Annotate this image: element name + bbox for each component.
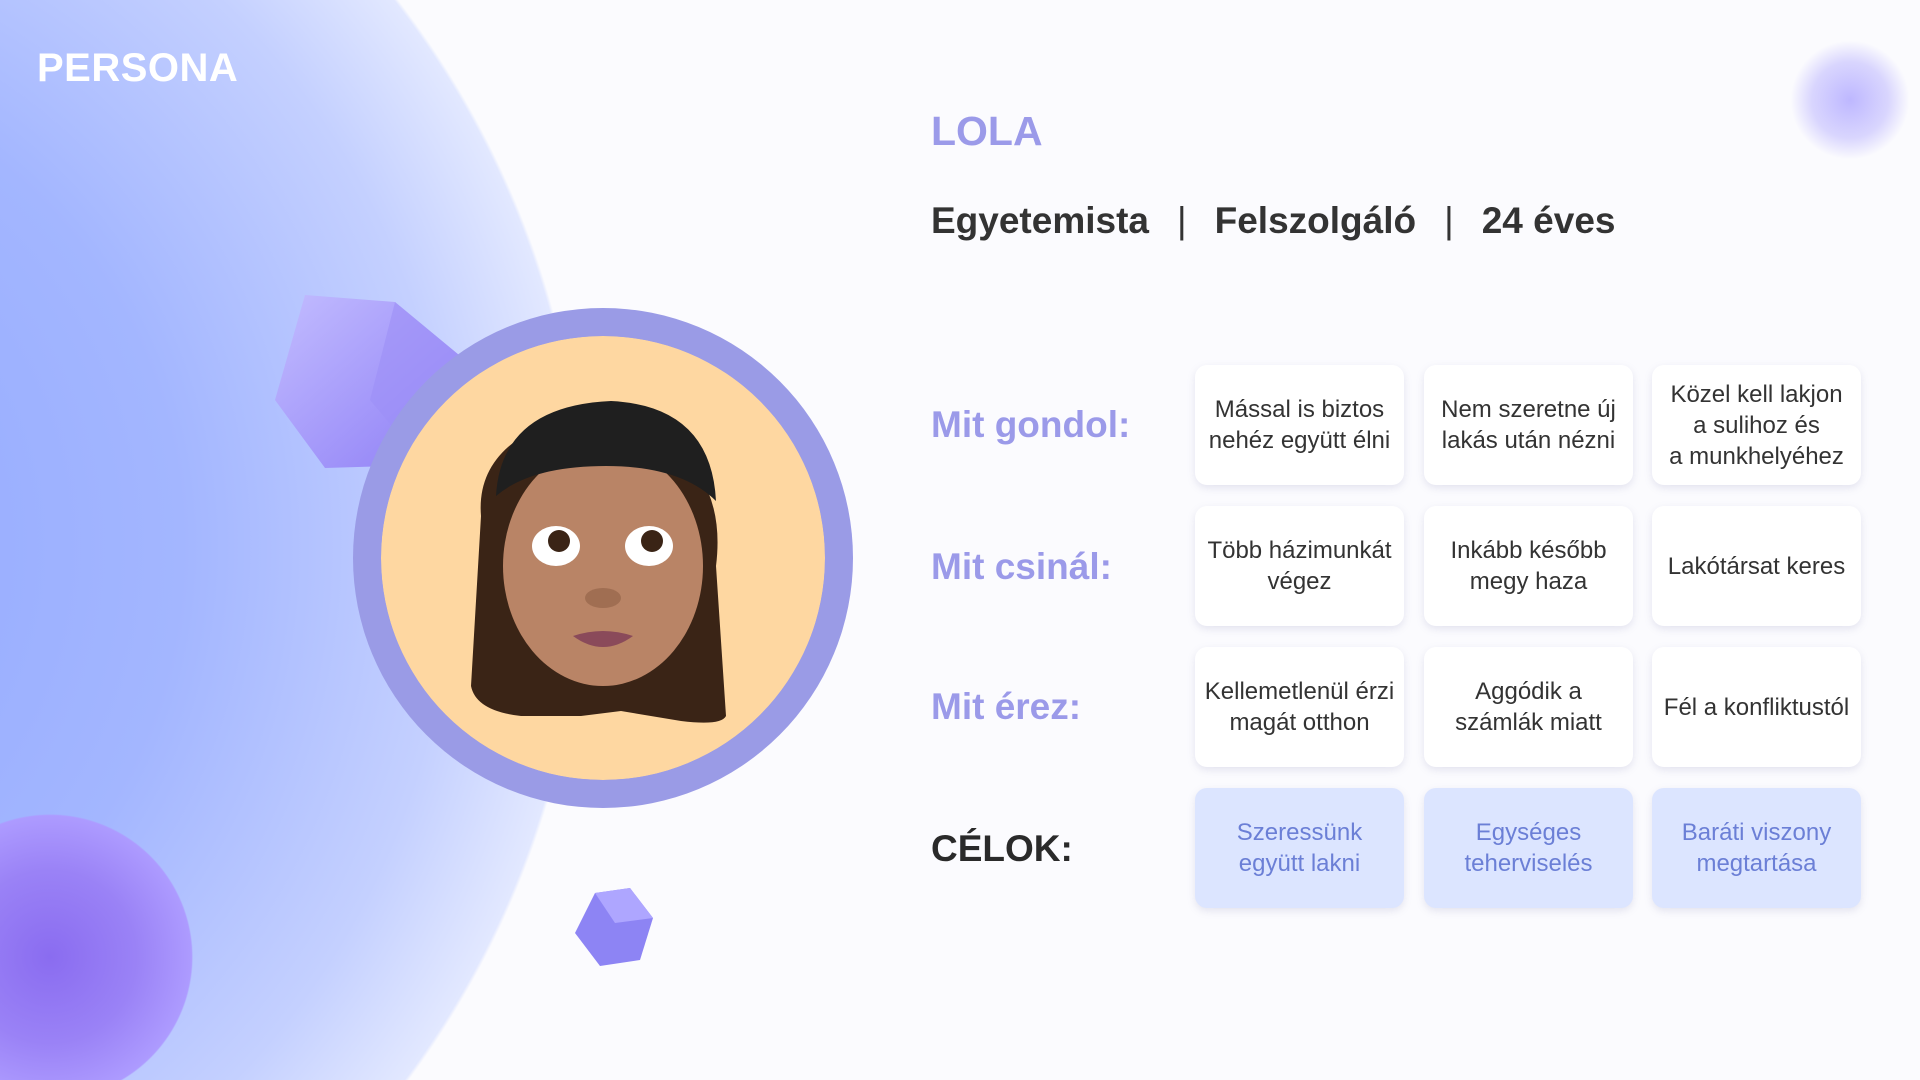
does-card: Több házimunkát végez — [1195, 506, 1404, 626]
goal-card: Szeressünk együtt lakni — [1195, 788, 1404, 908]
persona-occupation-study: Egyetemista — [931, 200, 1149, 241]
thinks-card: Közel kell lakjon a sulihoz és a munkhel… — [1652, 365, 1861, 485]
feels-card: Kellemetlenül érzi magát otthon — [1195, 647, 1404, 767]
label-goals: CÉLOK: — [931, 828, 1073, 869]
label-does: Mit csinál: — [931, 546, 1112, 587]
goal-card: Egységes teherviselés — [1424, 788, 1633, 908]
persona-age: 24 éves — [1481, 200, 1616, 241]
persona-name: LOLA — [931, 108, 1043, 154]
thinks-card: Mással is biztos nehéz együtt élni — [1195, 365, 1404, 485]
separator: | — [1177, 200, 1187, 241]
persona-details: Egyetemista | Felszolgáló | 24 éves — [931, 200, 1615, 242]
feels-card: Fél a konfliktustól — [1652, 647, 1861, 767]
memoji-avatar-icon — [471, 401, 726, 723]
label-feels: Mit érez: — [931, 686, 1082, 727]
avatar — [381, 336, 825, 780]
does-card: Lakótársat keres — [1652, 506, 1861, 626]
cube-icon — [575, 888, 653, 966]
decorative-blur — [1790, 40, 1910, 160]
page-title: PERSONA — [37, 46, 239, 90]
goal-card: Baráti viszony megtartása — [1652, 788, 1861, 908]
does-card: Inkább később megy haza — [1424, 506, 1633, 626]
feels-card: Aggódik a számlák miatt — [1424, 647, 1633, 767]
persona-occupation-job: Felszolgáló — [1214, 200, 1417, 241]
label-thinks: Mit gondol: — [931, 404, 1131, 445]
thinks-card: Nem szeretne új lakás után nézni — [1424, 365, 1633, 485]
separator: | — [1444, 200, 1454, 241]
